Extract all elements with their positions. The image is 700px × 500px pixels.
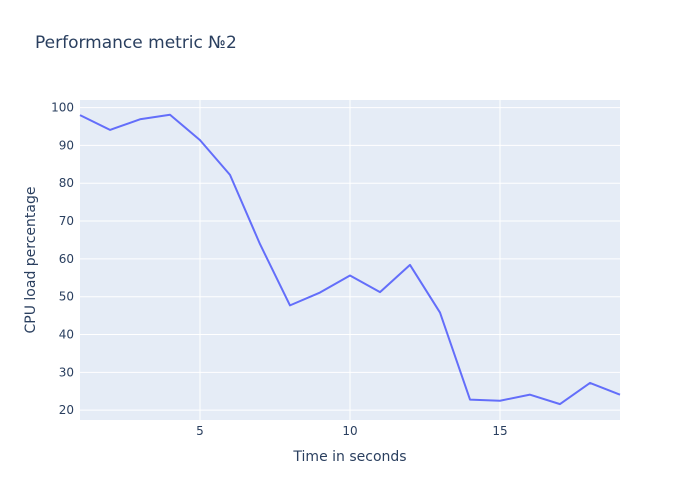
y-tick-label: 90 [59,138,74,152]
y-axis-title: CPU load percentage [23,187,39,334]
y-tick-label: 50 [59,290,74,304]
x-tick-label: 10 [342,424,357,438]
y-tick-labels: 20 30 40 50 60 70 80 90 100 [51,101,74,418]
x-tick-label: 15 [492,424,507,438]
series-line [79,113,621,406]
y-tick-label: 30 [59,365,74,379]
y-tick-label: 100 [51,101,74,115]
x-tick-label: 5 [196,424,204,438]
chart-title: Performance metric №2 [35,33,237,53]
y-tick-label: 60 [59,252,74,266]
y-tick-label: 20 [59,403,74,417]
y-tick-label: 70 [59,214,74,228]
gridlines [80,100,620,420]
y-tick-label: 80 [59,176,74,190]
x-tick-labels: 5 10 15 [196,424,507,438]
series-layer [79,113,621,406]
x-axis-title: Time in seconds [292,449,406,465]
y-tick-label: 40 [59,328,74,342]
